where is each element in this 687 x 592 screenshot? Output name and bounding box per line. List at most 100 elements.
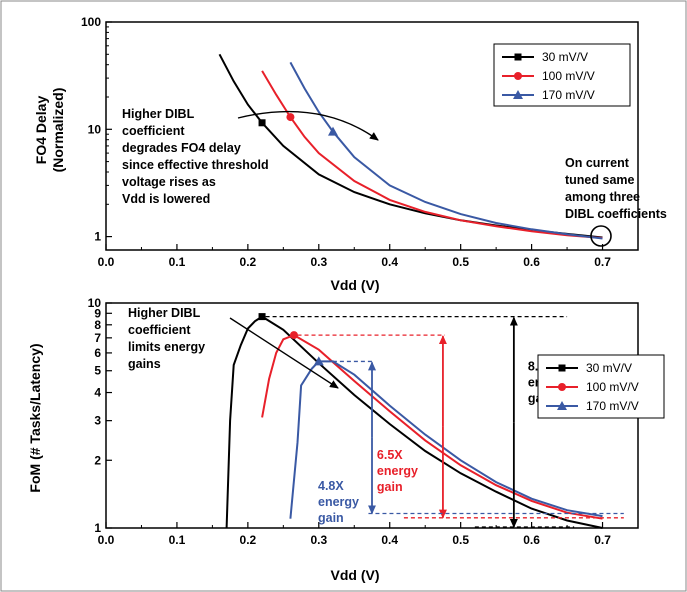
legend-label: 30 mV/V: [542, 50, 588, 64]
x-tick-label: 0.3: [310, 255, 327, 269]
y-tick-label: 2: [94, 453, 101, 467]
square-marker: [258, 313, 266, 321]
annotation-line: coefficient: [122, 124, 185, 138]
series-line: [289, 61, 603, 240]
x-tick-label: 0.6: [523, 255, 540, 269]
x-tick-label: 0.5: [452, 533, 469, 547]
legend-item: 30 mV/V: [546, 361, 632, 375]
gain-label: 6.5X: [377, 448, 403, 462]
series-170-mv-v: [289, 61, 603, 240]
legend: 30 mV/V 100 mV/V 170 mV/V: [493, 43, 631, 107]
y-tick-label: 7: [94, 331, 101, 345]
y-tick-label: 1: [94, 230, 101, 244]
x-axis-label: Vdd (V): [331, 277, 380, 293]
y-axis-label: FoM (# Tasks/Latency): [27, 343, 43, 492]
annotation-on-current: On current tuned same among three DIBL c…: [565, 156, 667, 247]
annotation-line: coefficient: [128, 323, 191, 337]
y-axis-label: FO4 Delay (Normalized): [33, 88, 66, 173]
legend-item: 170 mV/V: [502, 88, 595, 102]
gain-label: energy: [377, 464, 418, 478]
legend-item: 30 mV/V: [502, 50, 588, 64]
triangle-marker: [313, 356, 324, 366]
square-marker: [558, 364, 566, 372]
triangle-marker: [513, 90, 523, 99]
annotation-line: among three: [565, 190, 640, 204]
annotation-line: gains: [128, 357, 161, 371]
x-tick-label: 0.5: [452, 255, 469, 269]
diagonal-arrow: [229, 317, 339, 389]
legend-label: 30 mV/V: [586, 361, 632, 375]
annotation-dibl-energy: Higher DIBL coefficient limits energy ga…: [128, 306, 339, 389]
x-tick-label: 0.1: [169, 255, 186, 269]
y-tick-label: 100: [81, 15, 101, 29]
legend-label: 170 mV/V: [586, 399, 639, 413]
gain-label: 4.8X: [318, 479, 344, 493]
gain-label: gain: [318, 511, 344, 525]
annotation-line: Higher DIBL: [122, 107, 195, 121]
circle-marker: [558, 383, 566, 391]
y-tick-label: 8: [94, 318, 101, 332]
x-tick-label: 0.4: [381, 533, 398, 547]
y-tick-label: 4: [94, 386, 101, 400]
series-100-mv-v: [261, 70, 603, 239]
gain-label: energy: [318, 495, 359, 509]
legend-item: 100 mV/V: [546, 380, 639, 394]
annotation-dibl-delay: Higher DIBL coefficient degrades FO4 del…: [122, 107, 379, 206]
circle-marker: [289, 331, 298, 340]
x-tick-label: 0.7: [594, 533, 611, 547]
y-axis-label-line-2: (Normalized): [50, 88, 66, 173]
legend-label: 100 mV/V: [542, 69, 595, 83]
triangle-marker: [327, 126, 338, 136]
x-tick-label: 0.0: [98, 255, 115, 269]
annotation-line: tuned same: [565, 173, 635, 187]
legend-item: 100 mV/V: [502, 69, 595, 83]
annotation-line: On current: [565, 156, 630, 170]
y-tick-label: 6: [94, 346, 101, 360]
circle-marker: [514, 72, 522, 80]
y-tick-label: 1: [94, 521, 101, 535]
legend-label: 100 mV/V: [586, 380, 639, 394]
fo4-delay-chart: FO4 Delay (Normalized) Vdd (V) 0.0 0.1 0.2…: [33, 15, 667, 293]
y-tick-label: 10: [88, 122, 102, 136]
y-tick-label: 9: [94, 306, 101, 320]
annotation-line: degrades FO4 delay: [122, 141, 241, 155]
series-30-mv-v: [218, 53, 603, 239]
y-tick-label: 5: [94, 364, 101, 378]
x-tick-label: 0.2: [240, 255, 257, 269]
x-axis-label: Vdd (V): [331, 567, 380, 583]
curved-arrow: [237, 110, 379, 141]
annotation-line: limits energy: [128, 340, 205, 354]
square-marker: [514, 53, 522, 61]
square-marker: [258, 119, 266, 127]
y-tick-label: 3: [94, 414, 101, 428]
circle-marker: [286, 113, 295, 122]
legend: 30 mV/V 100 mV/V 170 mV/V: [537, 354, 665, 419]
energy-gain-2: 4.8X energy gain: [318, 360, 624, 525]
x-tick-label: 0.3: [310, 533, 327, 547]
annotation-line: DIBL coefficients: [565, 207, 667, 221]
x-tick-label: 0.4: [381, 255, 398, 269]
x-tick-label: 0.6: [523, 533, 540, 547]
y-axis-label-line-1: FO4 Delay: [33, 96, 49, 165]
annotation-line: since effective threshold: [122, 158, 269, 172]
annotation-line: Vdd is lowered: [122, 192, 210, 206]
triangle-marker: [557, 401, 567, 410]
energy-gain-1: 6.5X energy gain: [297, 334, 624, 519]
convergence-circle: [590, 225, 612, 247]
x-tick-label: 0.1: [169, 533, 186, 547]
gain-label: gain: [377, 480, 403, 494]
x-tick-label: 0.7: [594, 255, 611, 269]
legend-label: 170 mV/V: [542, 88, 595, 102]
plot-area: 0.0 0.1 0.2 0.3 0.4 0.5 0.6 0.7 1 10 100: [81, 15, 639, 269]
annotation-line: voltage rises as: [122, 175, 216, 189]
annotation-line: Higher DIBL: [128, 306, 201, 320]
series-line: [218, 53, 603, 239]
x-tick-label: 0.0: [98, 533, 115, 547]
y-tick-label: 10: [88, 296, 102, 310]
plot-frame: [105, 21, 639, 251]
legend-item: 170 mV/V: [546, 399, 639, 413]
fom-chart: FoM (# Tasks/Latency) Vdd (V) 0.0 0.1 0.2 0…: [27, 296, 665, 583]
x-tick-label: 0.2: [240, 533, 257, 547]
